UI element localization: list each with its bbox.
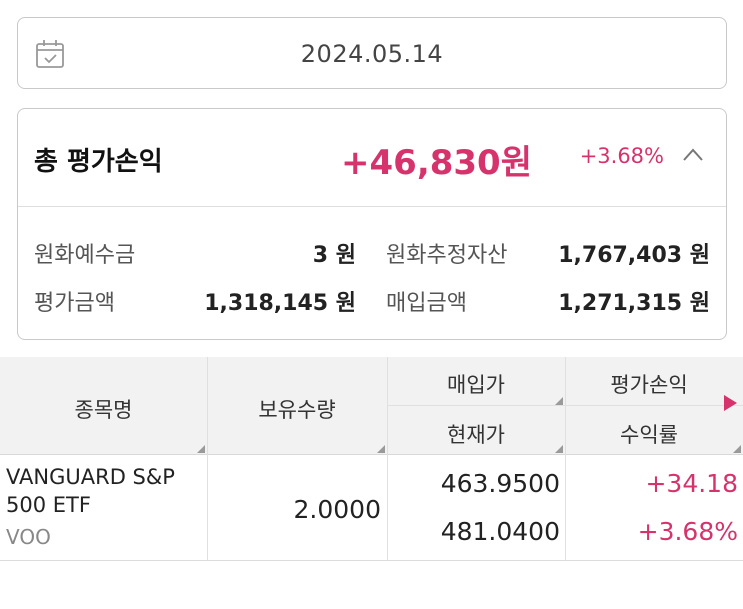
header-buy-price[interactable]: 매입가	[447, 373, 505, 397]
total-profit-amount: +46,830원	[341, 143, 532, 183]
summary-title: 총 평가손익	[34, 147, 163, 177]
return-rate-value: +3.68%	[637, 517, 738, 546]
header-divider	[387, 405, 743, 406]
header-quantity[interactable]: 보유수량	[258, 398, 336, 422]
header-name[interactable]: 종목명	[74, 398, 133, 422]
krw-deposit-value: 3 원	[312, 243, 356, 268]
stock-code: VOO	[6, 525, 51, 549]
header-divider	[387, 357, 388, 455]
krw-deposit-label: 원화예수금	[34, 243, 136, 268]
sort-indicator-icon	[555, 397, 563, 405]
purchase-amount-label: 매입금액	[386, 291, 467, 316]
row-divider	[387, 455, 388, 560]
summary-header[interactable]: 총 평가손익 +46,830원 +3.68%	[18, 109, 726, 207]
header-profit[interactable]: 평가손익	[610, 373, 688, 397]
header-return-rate[interactable]: 수익률	[620, 423, 678, 447]
profit-value: +34.18	[645, 469, 738, 498]
date-text: 2024.05.14	[300, 40, 444, 68]
sort-indicator-icon	[733, 445, 741, 453]
total-profit-rate: +3.68%	[579, 144, 664, 168]
row-divider	[207, 455, 208, 560]
profit-summary-card: 총 평가손익 +46,830원 +3.68% 원화예수금 3 원 원화추정자산 …	[17, 108, 727, 340]
sort-indicator-icon	[555, 445, 563, 453]
krw-estimated-assets-label: 원화추정자산	[386, 243, 508, 268]
chevron-up-icon[interactable]	[682, 147, 704, 163]
stock-name: VANGUARD S&P 500 ETF	[6, 465, 175, 517]
header-divider	[207, 357, 208, 455]
row-divider	[565, 455, 566, 560]
valuation-amount-label: 평가금액	[34, 291, 115, 316]
quantity-value: 2.0000	[293, 495, 381, 524]
calendar-icon	[36, 40, 64, 68]
sort-indicator-icon	[197, 445, 205, 453]
date-selector[interactable]: 2024.05.14	[17, 17, 727, 89]
buy-price-value: 463.9500	[440, 469, 560, 498]
header-current-price[interactable]: 현재가	[447, 423, 505, 447]
krw-estimated-assets-value: 1,767,403 원	[558, 243, 710, 268]
play-arrow-icon[interactable]	[724, 395, 737, 411]
header-divider	[565, 357, 566, 455]
current-price-value: 481.0400	[440, 517, 560, 546]
valuation-amount-value: 1,318,145 원	[204, 291, 356, 316]
table-header: 종목명 보유수량 매입가 현재가 평가손익 수익률	[0, 357, 743, 455]
table-row[interactable]: VANGUARD S&P 500 ETF VOO 2.0000 463.9500…	[0, 455, 743, 561]
purchase-amount-value: 1,271,315 원	[558, 291, 710, 316]
sort-indicator-icon	[377, 445, 385, 453]
